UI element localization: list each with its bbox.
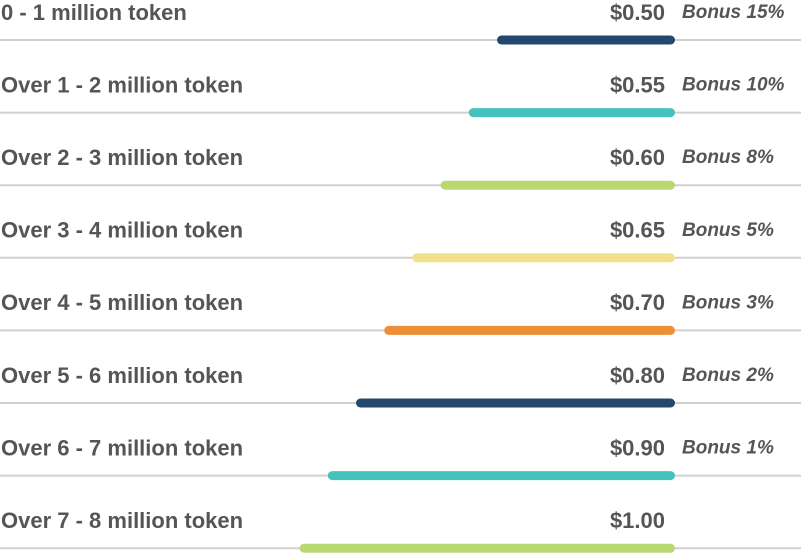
tier-label: Over 1 - 2 million token (1, 72, 243, 97)
tier-price: $0.90 (610, 435, 665, 460)
tier-label: Over 5 - 6 million token (1, 363, 243, 388)
tier-bar (356, 398, 675, 408)
tier-bar (440, 180, 675, 190)
tier-bar (384, 325, 675, 335)
tier-bar (468, 108, 675, 118)
tier-bonus: Bonus 2% (682, 365, 774, 386)
tier-price: $0.70 (610, 290, 665, 315)
tier-label: 0 - 1 million token (1, 0, 187, 25)
tier-bonus: Bonus 15% (682, 2, 785, 23)
tier-price: $0.55 (610, 72, 665, 97)
tier-label: Over 4 - 5 million token (1, 290, 243, 315)
tier-price: $1.00 (610, 508, 665, 533)
tier-bar (412, 253, 675, 263)
tier-bar (327, 471, 675, 481)
tier-price: $0.60 (610, 145, 665, 170)
tier-price: $0.65 (610, 218, 665, 243)
tier-bar (497, 35, 675, 45)
tier-label: Over 2 - 3 million token (1, 145, 243, 170)
tier-label: Over 3 - 4 million token (1, 218, 243, 243)
tier-label: Over 6 - 7 million token (1, 435, 243, 460)
tier-bonus: Bonus 5% (682, 220, 774, 241)
tier-bonus: Bonus 8% (682, 147, 774, 168)
tier-bonus: Bonus 1% (682, 438, 774, 459)
tier-bar (299, 543, 675, 553)
tier-label: Over 7 - 8 million token (1, 508, 243, 533)
tier-bonus: Bonus 10% (682, 75, 785, 96)
tier-price: $0.50 (610, 0, 665, 25)
tier-price: $0.80 (610, 363, 665, 388)
tier-bonus: Bonus 3% (682, 292, 774, 313)
